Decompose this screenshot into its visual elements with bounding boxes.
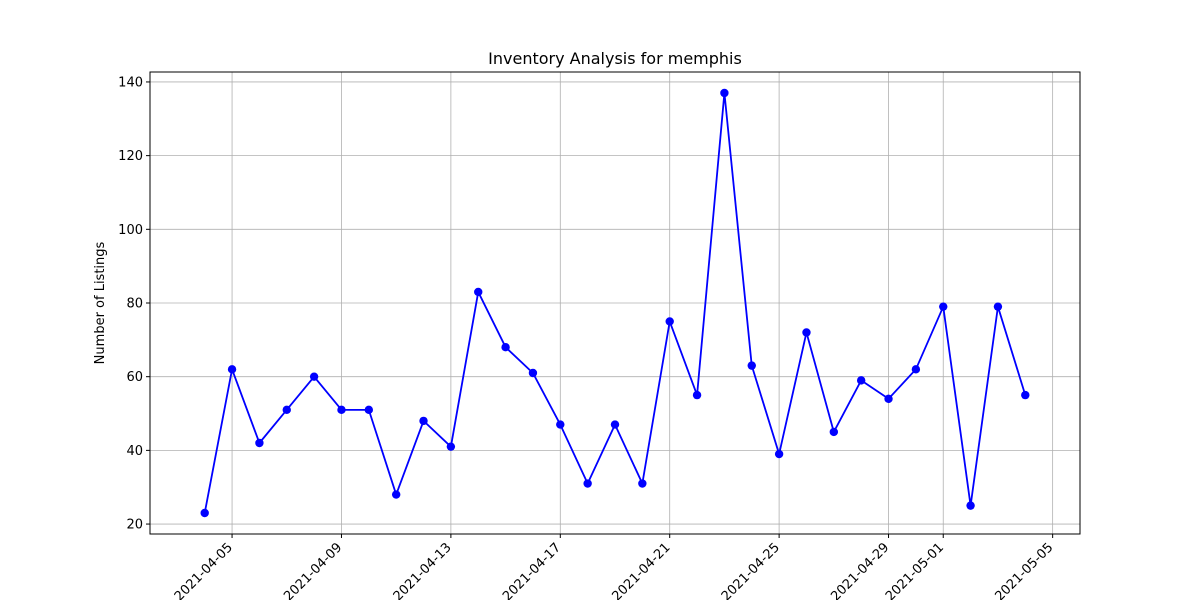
data-point <box>993 302 1003 311</box>
y-tick-label: 100 <box>118 223 143 238</box>
data-point <box>747 361 756 370</box>
chart-title: Inventory Analysis for memphis <box>488 49 742 68</box>
data-point <box>966 501 975 510</box>
y-tick-label: 20 <box>126 518 143 533</box>
data-point <box>665 317 674 326</box>
data-point <box>556 420 565 429</box>
data-point <box>501 343 510 352</box>
data-point <box>856 376 866 385</box>
data-point <box>200 508 209 518</box>
data-point <box>829 427 839 437</box>
data-point <box>391 490 401 499</box>
y-tick-label: 40 <box>126 444 143 459</box>
data-point <box>692 390 702 400</box>
y-axis-label: Number of Listings <box>93 241 108 364</box>
data-point <box>364 405 374 415</box>
data-point <box>419 416 428 426</box>
data-point <box>610 420 620 429</box>
y-tick-label: 120 <box>118 149 143 164</box>
data-point <box>309 372 319 381</box>
y-tick-label: 80 <box>126 297 143 312</box>
data-point <box>1021 390 1030 400</box>
data-point <box>474 287 483 297</box>
data-point <box>528 368 538 378</box>
data-point <box>638 479 647 488</box>
data-point <box>583 479 592 488</box>
data-point <box>939 302 948 311</box>
data-point <box>255 438 264 448</box>
data-point <box>884 394 893 403</box>
data-point <box>446 442 456 451</box>
data-point <box>774 449 784 459</box>
y-tick-label: 140 <box>118 75 143 90</box>
data-point <box>911 365 921 374</box>
grid-lines <box>150 72 1080 534</box>
y-tick-label: 60 <box>126 370 143 385</box>
series-layer <box>200 88 1030 518</box>
data-point <box>720 88 729 98</box>
data-point <box>227 365 237 374</box>
y-axis-ticks: 20 40 60 80 100 120 140 <box>118 75 150 533</box>
data-point <box>282 405 291 415</box>
data-point <box>337 405 346 415</box>
data-point <box>802 328 811 337</box>
